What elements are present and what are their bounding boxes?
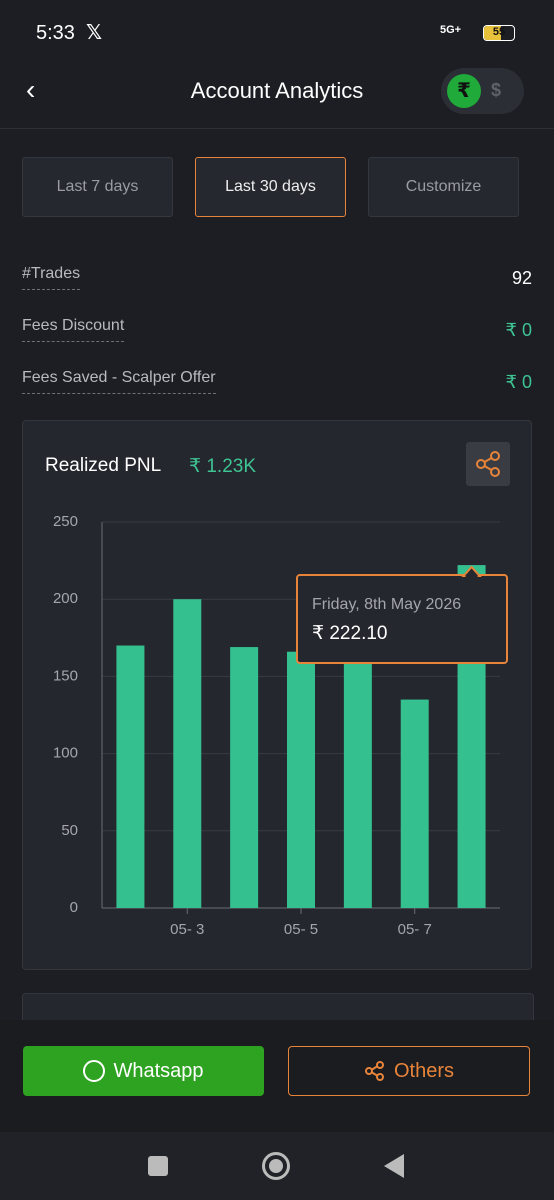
others-button[interactable]: Others: [288, 1046, 530, 1096]
bar: [116, 645, 145, 908]
stat-label: Fees Discount: [22, 317, 125, 342]
battery: 55: [483, 25, 515, 41]
x-icon: 𝕏: [86, 22, 103, 44]
y-tick-label: 100: [53, 745, 78, 762]
tab-selected[interactable]: Last 30 days: [195, 157, 346, 217]
whatsapp-icon: [83, 1060, 106, 1082]
stat-value: 92: [511, 268, 532, 288]
header: ‹ Account Analytics ₹ $: [0, 60, 554, 129]
bar: [173, 599, 202, 908]
recents-button[interactable]: [148, 1156, 168, 1176]
battery-level: [484, 26, 501, 40]
bar: [287, 651, 315, 908]
y-tick-label: 0: [70, 899, 78, 916]
stat-label: #Trades: [22, 265, 81, 290]
tab[interactable]: Last 7 days: [22, 157, 173, 217]
bar: [343, 653, 372, 908]
share-button[interactable]: [466, 442, 510, 486]
stat-label: Fees Saved - Scalper Offer: [22, 369, 216, 394]
bottom-bar: Whatsapp Others: [0, 1020, 554, 1132]
bar: [400, 699, 429, 908]
currency-toggle[interactable]: ₹ $: [441, 68, 524, 114]
bar: [230, 647, 259, 908]
card-title: Realized PNL: [45, 455, 162, 476]
tooltip: Friday, 8th May 2026 ₹ 222.10: [296, 565, 508, 664]
home-button[interactable]: [262, 1152, 290, 1180]
card-total: ₹ 1.23K: [189, 456, 257, 477]
tooltip-box: [296, 574, 508, 664]
y-tick-label: 50: [61, 822, 78, 839]
status-bar: 5:33 𝕏 5G+ 55: [0, 0, 554, 60]
whatsapp-button[interactable]: Whatsapp: [23, 1046, 264, 1096]
x-tick-label: 05- 7: [398, 921, 432, 938]
back-button[interactable]: ‹: [26, 74, 36, 105]
battery-text: 55: [492, 26, 506, 38]
y-tick-label: 150: [53, 667, 78, 684]
network: 5G+: [440, 24, 462, 36]
share-icon: [364, 1061, 384, 1081]
tab[interactable]: Customize: [368, 157, 519, 217]
x-tick-label: 05- 5: [284, 921, 318, 938]
time: 5:33: [36, 22, 75, 44]
tooltip-title: Friday, 8th May 2026: [312, 596, 461, 613]
stat-value: ₹ 0: [505, 372, 532, 392]
y-tick-label: 200: [53, 590, 78, 607]
back-nav-button[interactable]: [384, 1154, 404, 1178]
button-label: Others: [393, 1059, 455, 1082]
pnl-card: Realized PNL ₹ 1.23K: [22, 420, 532, 970]
button-label: Whatsapp: [113, 1059, 204, 1082]
page-title: Account Analytics: [190, 78, 364, 103]
chart: 0 50 100 150 200 250 05- 3 05- 5 05- 7 Friday, 8t…: [53, 513, 508, 938]
y-tick-label: 250: [53, 513, 78, 530]
rupee-option[interactable]: ₹: [447, 74, 481, 108]
x-tick-label: 05- 3: [170, 921, 204, 938]
dollar-option[interactable]: $: [491, 80, 502, 100]
tooltip-value: ₹ 222.10: [312, 623, 387, 644]
stat-value: ₹ 0: [505, 320, 532, 340]
nav-bar: [0, 1132, 554, 1200]
share-icon: [476, 451, 500, 477]
